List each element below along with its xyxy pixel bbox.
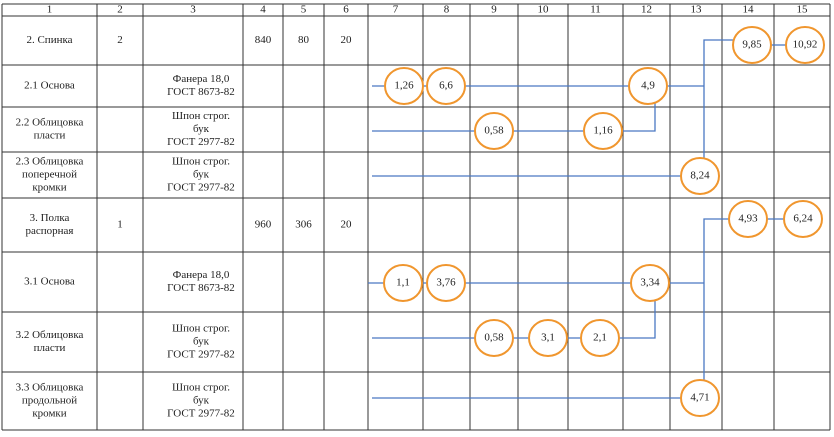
dimension: 20 [341,219,353,231]
cell-text: Шпон строг. [172,156,230,168]
cell-text: 3.2 Облицовка [16,329,84,341]
node-circle [426,67,466,105]
cell-text: ГОСТ 2977-82 [167,136,235,148]
node-label: 3,76 [436,277,456,289]
cell-text: 3.3 Облицовка [16,382,84,394]
cell-text: Фанера 18,0 [173,269,230,281]
dimension: 306 [295,219,312,231]
quantity: 2 [117,34,123,46]
node-label: 3,1 [541,332,555,344]
column-number: 11 [590,4,601,16]
cell-text: Шпон строг. [172,382,230,394]
cell-text: пласти [34,342,66,354]
cell-text: 2. Спинка [26,34,72,46]
node-label: 4,93 [738,213,758,225]
column-number: 9 [491,4,497,16]
cell-text: распорная [26,225,74,237]
node-label: 1,26 [394,80,414,92]
cell-text: ГОСТ 2977-82 [167,408,235,420]
dimension: 840 [255,34,272,46]
cell-text: 3. Полка [30,212,70,224]
node-circle [680,157,720,195]
cell-text: 2.1 Основа [24,80,75,92]
node-label: 10,92 [793,39,818,51]
column-number: 15 [797,4,809,16]
column-number: 13 [691,4,703,16]
dimension: 20 [341,34,353,46]
cell-text: Шпон строг. [172,110,230,122]
cell-text: поперечной [22,169,77,181]
cell-text: ГОСТ 2977-82 [167,182,235,194]
cell-text: Шпон строг. [172,323,230,335]
node-label: 3,34 [640,277,660,289]
column-number: 5 [301,4,307,16]
column-number: 14 [743,4,755,16]
node-circle [783,200,823,238]
column-number: 3 [190,4,196,16]
quantity: 1 [117,219,123,231]
node-circle [383,264,423,302]
node-label: 4,71 [690,392,709,404]
node-label: 4,9 [641,80,655,92]
node-label: 1,1 [396,277,410,289]
column-number: 7 [393,4,399,16]
cell-text: бук [193,123,210,135]
column-number: 8 [444,4,450,16]
cell-text: пласти [34,130,66,142]
node-label: 6,24 [793,213,813,225]
node-label: 9,85 [742,39,762,51]
node-circle [680,379,720,417]
cell-text: кромки [32,408,66,420]
cell-text: ГОСТ 8673-82 [167,86,235,98]
node-label: 2,1 [593,332,607,344]
column-number: 10 [538,4,550,16]
node-circle [474,319,514,357]
node-circle [580,319,620,357]
dimension: 80 [298,34,310,46]
node-circle [630,264,670,302]
connector [372,100,656,132]
cell-text: бук [193,395,210,407]
cell-text: Фанера 18,0 [173,73,230,85]
column-number: 2 [117,4,123,16]
node-label: 0,58 [484,332,504,344]
column-number: 6 [343,4,349,16]
connector [703,218,748,398]
cell-text: бук [193,169,210,181]
cell-text: 3.1 Основа [24,276,75,288]
cell-text: 2.2 Облицовка [16,117,84,129]
node-label: 0,58 [484,125,504,137]
cell-text: бук [193,336,210,348]
node-circle [728,200,768,238]
cell-text: кромки [32,182,66,194]
connector [372,300,656,339]
cell-text: ГОСТ 8673-82 [167,282,235,294]
node-label: 8,24 [690,170,710,182]
node-circle [732,26,772,64]
node-label: 1,16 [593,125,613,137]
cell-text: 2.3 Облицовка [16,156,84,168]
cell-text: продольной [22,395,77,407]
node-circle [785,26,825,64]
column-number: 12 [641,4,652,16]
node-label: 6,6 [439,80,453,92]
node-circle [583,112,623,150]
node-circle [628,67,668,105]
cell-text: ГОСТ 2977-82 [167,349,235,361]
node-circle [474,112,514,150]
dimension: 960 [255,219,272,231]
node-circle [384,67,424,105]
node-circle [426,264,466,302]
column-number: 1 [47,4,53,16]
node-circle [528,319,568,357]
column-number: 4 [260,4,266,16]
